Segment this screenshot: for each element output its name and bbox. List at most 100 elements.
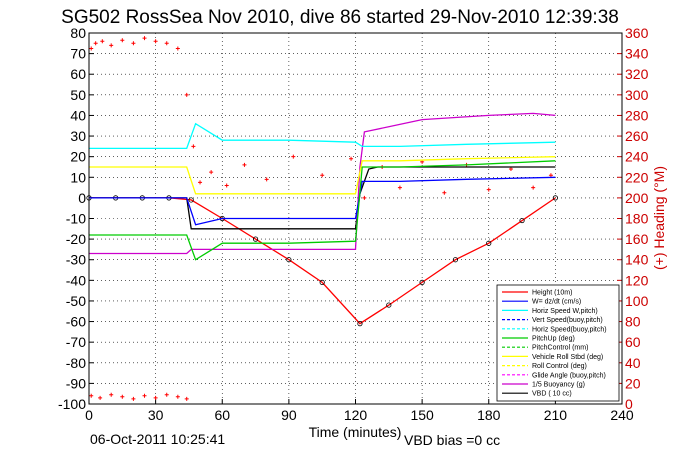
y-tick-label: 40 (70, 107, 86, 123)
y-tick-label: -90 (66, 375, 86, 391)
heading-point (153, 395, 158, 400)
x-axis-label: Time (minutes) (309, 424, 402, 440)
heading-point (184, 396, 189, 401)
legend-label: PitchUp (deg) (532, 336, 575, 343)
heading-point (98, 395, 103, 400)
heading-point (291, 154, 296, 159)
legend: Height (10m) W= dz/dt (cm/s) Horiz Speed W… (496, 284, 620, 402)
y-tick-label: -30 (66, 252, 86, 268)
series-line-horiz-speed-w-pitch (89, 122, 556, 150)
y-tick-label: 50 (70, 87, 86, 103)
y-tick-label: 70 (70, 46, 86, 62)
x-tick-label: 0 (85, 407, 93, 423)
y-right-tick-label: 20 (625, 375, 641, 391)
height-marker (486, 240, 492, 246)
y-right-tick-label: 220 (625, 169, 649, 185)
legend-label: Height (10m) (532, 290, 572, 297)
legend-label: Glide Angle (buoy,pitch) (532, 372, 606, 379)
height-marker (519, 217, 525, 224)
heading-point (120, 394, 125, 399)
height-marker (386, 302, 392, 308)
heading-point (531, 185, 536, 190)
heading-point (548, 173, 553, 178)
heading-point (362, 195, 367, 200)
y-right-tick-label: 320 (625, 66, 649, 82)
heading-point (131, 41, 136, 46)
heading-point (442, 190, 447, 195)
x-tick-label: 150 (410, 407, 434, 423)
legend-label: PitchControl (mm) (532, 345, 588, 352)
legend-label: Roll Control (deg) (532, 363, 587, 370)
y-right-tick-label: 360 (625, 25, 649, 41)
heading-point (224, 183, 229, 188)
heading-point (486, 187, 491, 192)
y-right-tick-label: 240 (625, 149, 649, 165)
footer-vbd-bias: VBD bias =0 cc (404, 432, 500, 448)
legend-label: 1/5 Buoyancy (g) (532, 382, 585, 389)
heading-point (109, 43, 114, 48)
y-right-tick-label: 180 (625, 211, 649, 227)
series-line-vehicle-roll-stbd-deg (89, 156, 556, 195)
heading-point (142, 36, 147, 41)
heading-point (175, 394, 180, 399)
x-tick-label: 90 (281, 407, 297, 423)
height-marker (357, 321, 363, 327)
height-marker (452, 257, 459, 263)
legend-label: VBD ( 10 cc) (532, 391, 572, 398)
footer-date: 06-Oct-2011 10:25:41 (90, 431, 225, 447)
y-tick-label: -20 (66, 231, 86, 247)
heading-point (397, 185, 402, 190)
y-right-tick-label: 260 (625, 128, 649, 144)
y-right-tick-label: 280 (625, 107, 649, 123)
series-line-w-dz-dt-cm-s (89, 176, 556, 226)
y-right-tick-label: 300 (625, 87, 649, 103)
y-tick-label: 60 (70, 66, 86, 82)
heading-point (264, 177, 269, 182)
legend-label: Vert Speed(buoy,pitch) (532, 317, 603, 324)
y-right-tick-label: 140 (625, 252, 649, 268)
heading-point (100, 39, 105, 44)
series-line-pitchup-deg (89, 160, 556, 261)
y-tick-label: -10 (66, 211, 86, 227)
series-layer (86, 36, 558, 401)
y-right-tick-label: 200 (625, 190, 649, 206)
height-marker (319, 279, 325, 285)
y-tick-label: 0 (78, 190, 86, 206)
heading-point (89, 46, 94, 51)
height-marker (419, 279, 425, 285)
height-marker (252, 236, 259, 242)
heading-point (164, 392, 169, 397)
heading-point (153, 39, 158, 44)
heading-point (349, 156, 354, 161)
y-right-tick-label: 340 (625, 46, 649, 62)
x-tick-label: 30 (148, 407, 164, 423)
x-tick-label: 210 (544, 407, 568, 423)
legend-label: Vehicle Roll Stbd (deg) (532, 354, 603, 361)
y-tick-label: -60 (66, 314, 86, 330)
height-marker (552, 195, 558, 201)
y-tick-label: -70 (66, 334, 86, 350)
y-right-tick-label: 60 (625, 334, 641, 350)
heading-point (184, 92, 189, 97)
y-right-axis-label: (+) Heading (°M) (651, 166, 667, 270)
y-tick-label: 80 (70, 25, 86, 41)
chart-title: SG502 RossSea Nov 2010, dive 86 started … (61, 7, 619, 28)
heading-point (93, 41, 98, 46)
heading-point (109, 392, 114, 397)
heading-point (131, 396, 136, 401)
height-marker (286, 257, 292, 263)
x-tick-label: 120 (344, 407, 368, 423)
plot-area-frame (88, 32, 623, 405)
legend-label: W= dz/dt (cm/s) (532, 299, 581, 306)
y-right-tick-label: 80 (625, 314, 641, 330)
x-tick-label: 60 (214, 407, 230, 423)
heading-point (175, 46, 180, 51)
y-tick-label: -40 (66, 272, 86, 288)
heading-point (191, 144, 196, 149)
series-line-1-5-buoyancy-g (89, 112, 556, 255)
y-tick-label: -80 (66, 355, 86, 371)
y-right-tick-label: 160 (625, 231, 649, 247)
y-right-tick-label: 120 (625, 272, 649, 288)
y-right-tick-label: 0 (625, 396, 633, 412)
